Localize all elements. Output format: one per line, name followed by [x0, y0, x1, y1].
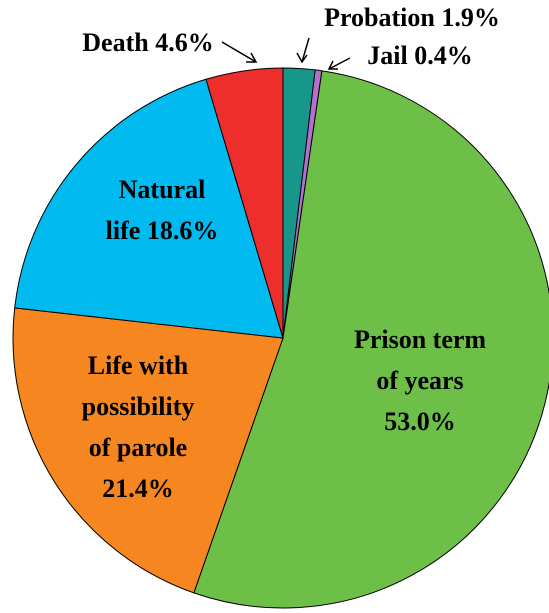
slice-label: Probation 1.9% — [324, 3, 500, 32]
slice-label: Death 4.6% — [82, 28, 213, 57]
slice-label: of years — [376, 366, 463, 395]
slice-label: 21.4% — [102, 474, 174, 503]
pie-slice — [14, 78, 284, 339]
arrow — [327, 57, 351, 70]
pie-slice — [193, 70, 549, 609]
slice-label: life 18.6% — [106, 216, 219, 245]
slice-label: Natural — [119, 175, 206, 204]
slice-label: 53.0% — [384, 407, 456, 436]
slice-label: Prison term — [354, 325, 486, 354]
arrow — [296, 37, 310, 64]
slice-label: of parole — [89, 433, 187, 462]
arrow — [221, 41, 258, 63]
slice-label: Life with — [88, 351, 189, 380]
pie-slice — [12, 307, 284, 594]
pie-slice — [205, 67, 284, 339]
callout-arrows — [221, 37, 351, 70]
slice-label: Jail 0.4% — [367, 41, 472, 70]
slice-label: possibility — [82, 392, 195, 421]
